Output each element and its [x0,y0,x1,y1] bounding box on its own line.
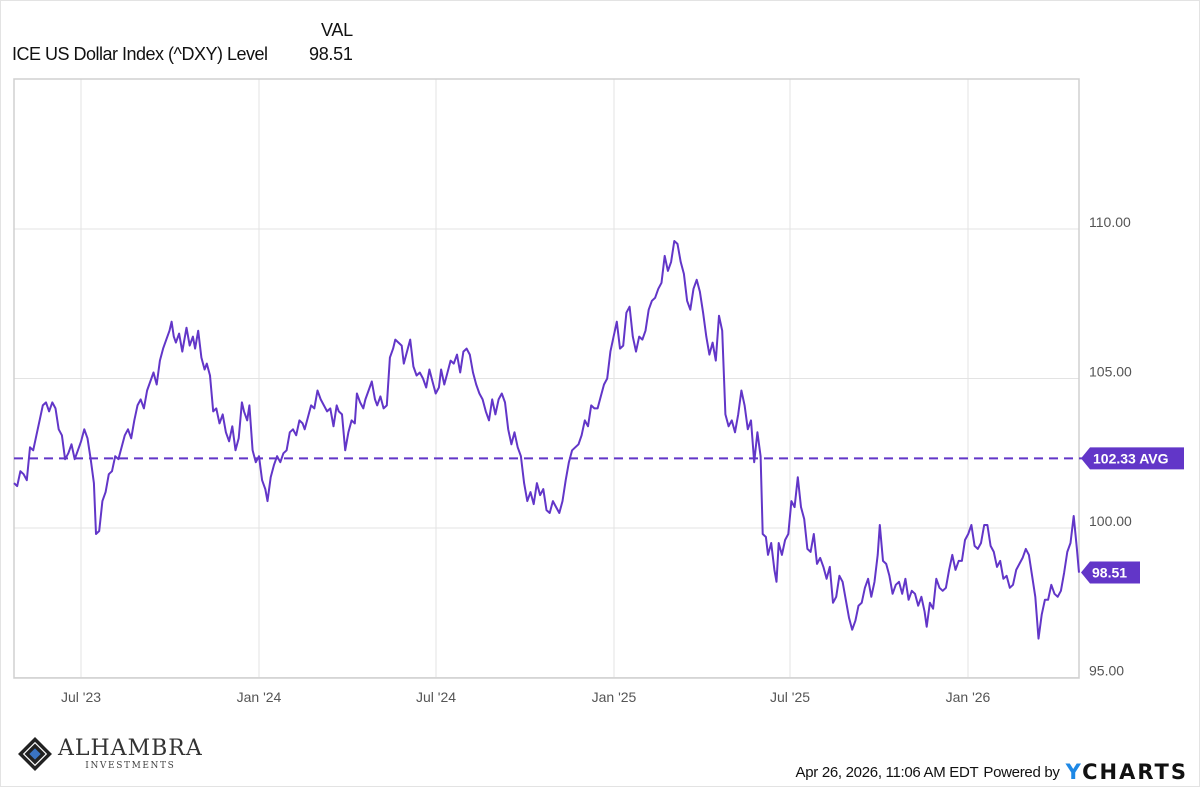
logo-name: ALHAMBRA [58,735,203,761]
y-axis-ticks: 95.00 100.00 105.00 110.00 [1089,214,1132,679]
footer: Apr 26, 2026, 11:06 AM EDT Powered by YC… [796,760,1188,784]
svg-text:105.00: 105.00 [1089,364,1132,380]
ycharts-logo[interactable]: YCHARTS [1066,760,1188,784]
svg-text:100.00: 100.00 [1089,513,1132,529]
x-axis-ticks: Jul '23 Jan '24 Jul '24 Jan '25 Jul '25 Jan '… [61,689,991,705]
timestamp: Apr 26, 2026, 11:06 AM EDT [795,763,979,781]
alhambra-logo: ALHAMBRA INVESTMENTS [18,737,203,771]
svg-text:95.00: 95.00 [1089,663,1124,679]
average-label: 102.33 AVG [1081,447,1184,470]
plot-area-border [13,78,1080,679]
grid-lines [14,79,1079,678]
dxy-series-line[interactable] [13,240,1080,640]
ycharts-text: CHARTS [1082,760,1188,784]
diamond-logo-icon [18,737,52,771]
svg-text:98.51: 98.51 [1092,565,1127,581]
svg-text:Jan '26: Jan '26 [946,689,991,705]
ycharts-y: Y [1065,760,1083,784]
svg-text:110.00: 110.00 [1089,214,1131,230]
logo-subtitle: INVESTMENTS [85,760,176,771]
svg-text:102.33 AVG: 102.33 AVG [1093,450,1169,466]
svg-text:Jan '25: Jan '25 [592,689,637,705]
svg-text:Jul '25: Jul '25 [770,689,810,705]
svg-text:Jul '24: Jul '24 [416,689,456,705]
powered-by-text: Powered by [983,763,1060,781]
legend-column-header: VAL [321,20,353,40]
last-value-label: 98.51 [1081,561,1140,584]
svg-text:Jul '23: Jul '23 [61,689,101,705]
svg-text:Jan '24: Jan '24 [237,689,282,705]
legend-series-value: 98.51 [309,44,353,64]
legend-series-name: ICE US Dollar Index (^DXY) Level [12,44,268,64]
